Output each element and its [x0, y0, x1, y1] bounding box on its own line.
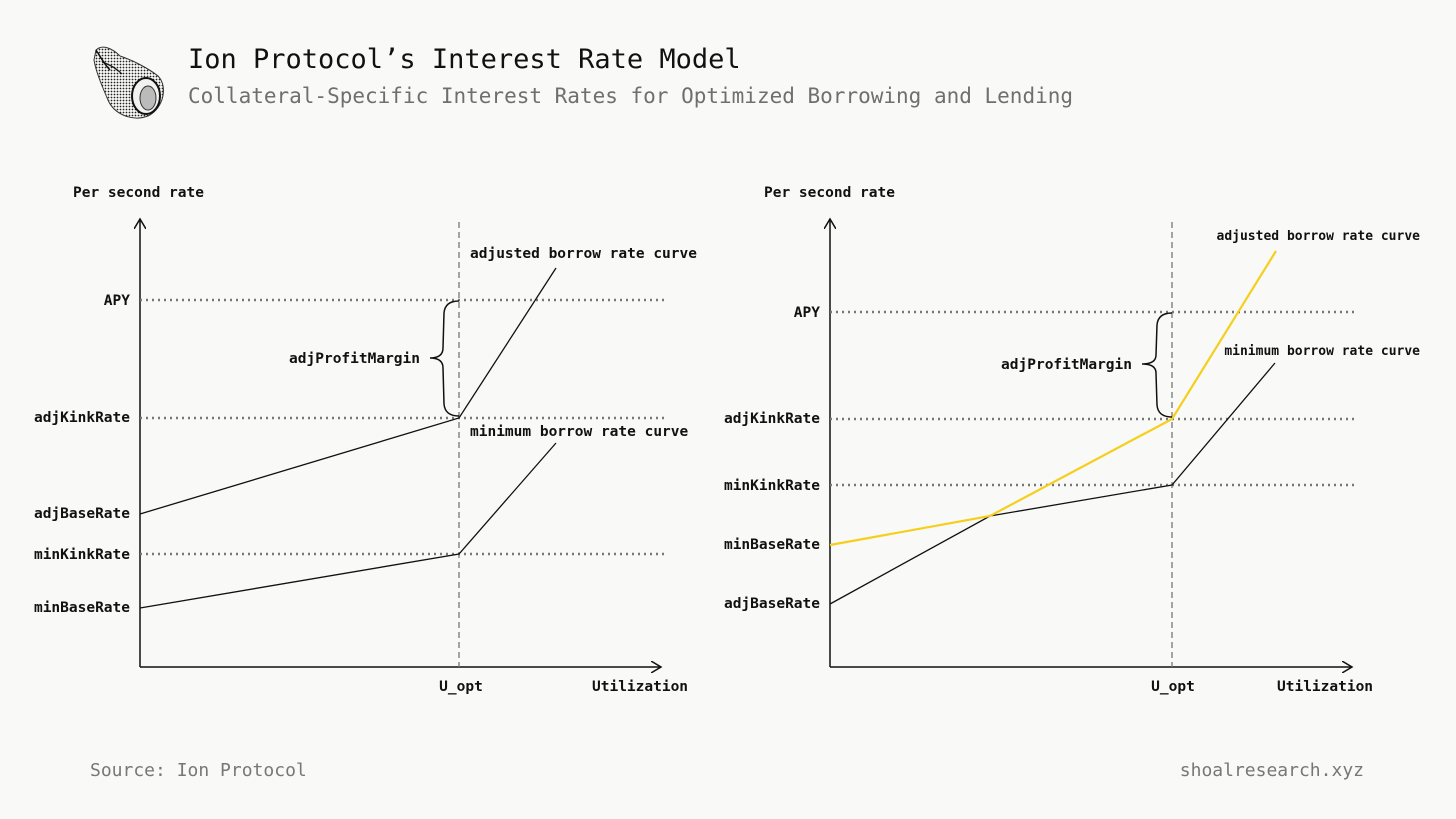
right-minimum-borrow-rate-curve [829, 362, 1276, 605]
right-u-opt-tick-label: U_opt [1151, 679, 1195, 695]
right-y-axis-label: Per second rate [764, 185, 895, 201]
right-adj-base-rate-label: adjBaseRate [724, 596, 820, 612]
left-adjusted-borrow-rate-curve [139, 267, 557, 515]
left-adj-kink-rate-label: adjKinkRate [34, 410, 130, 426]
right-profit-margin-label: adjProfitMargin [1001, 357, 1132, 373]
right-adjusted-curve-label: adjusted borrow rate curve [1217, 229, 1421, 244]
seashell-icon [93, 46, 164, 119]
page-title: Ion Protocol’s Interest Rate Model [188, 44, 741, 75]
right-apy-label: APY [794, 305, 820, 321]
left-u-opt-tick-label: U_opt [439, 679, 483, 695]
left-apy-label: APY [104, 293, 130, 309]
page-subtitle: Collateral-Specific Interest Rates for O… [188, 84, 1074, 108]
left-adj-base-rate-label: adjBaseRate [34, 506, 130, 522]
right-min-kink-rate-label: minKinkRate [724, 478, 820, 494]
right-minimum-curve-label: minimum borrow rate curve [1224, 344, 1420, 359]
right-diagram: Per second rate Utilization U_opt APY ad… [724, 185, 1420, 695]
left-minimum-borrow-rate-curve [139, 442, 557, 609]
left-profit-margin-label: adjProfitMargin [289, 351, 420, 367]
left-adjusted-curve-label: adjusted borrow rate curve [470, 246, 697, 262]
right-profit-margin-bracket [1141, 312, 1173, 418]
left-profit-margin-bracket [429, 300, 460, 417]
left-x-axis-label: Utilization [592, 679, 688, 695]
source-label: Source: Ion Protocol [90, 760, 307, 781]
right-x-axis-label: Utilization [1277, 679, 1373, 695]
left-y-axis-label: Per second rate [73, 185, 204, 201]
left-minimum-curve-label: minimum borrow rate curve [470, 424, 689, 440]
right-adj-kink-rate-label: adjKinkRate [724, 411, 820, 427]
left-diagram: Per second rate Utilization U_opt APY ad… [34, 185, 697, 695]
right-min-base-rate-label: minBaseRate [724, 537, 820, 553]
left-min-kink-rate-label: minKinkRate [34, 547, 130, 563]
left-min-base-rate-label: minBaseRate [34, 600, 130, 616]
right-adjusted-borrow-rate-curve [829, 250, 1277, 547]
site-label: shoalresearch.xyz [1179, 760, 1364, 781]
